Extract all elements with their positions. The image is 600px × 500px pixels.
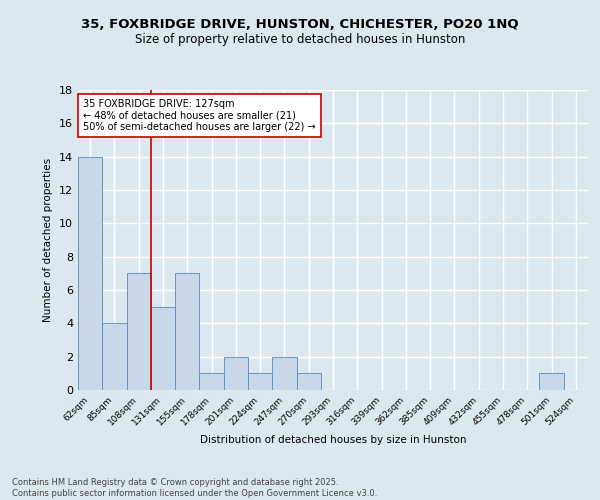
Bar — [199, 374, 224, 390]
Text: 35 FOXBRIDGE DRIVE: 127sqm
← 48% of detached houses are smaller (21)
50% of semi: 35 FOXBRIDGE DRIVE: 127sqm ← 48% of deta… — [83, 99, 316, 132]
Text: Size of property relative to detached houses in Hunston: Size of property relative to detached ho… — [135, 32, 465, 46]
Bar — [175, 274, 199, 390]
Text: 35, FOXBRIDGE DRIVE, HUNSTON, CHICHESTER, PO20 1NQ: 35, FOXBRIDGE DRIVE, HUNSTON, CHICHESTER… — [81, 18, 519, 30]
Bar — [78, 156, 102, 390]
Text: Contains HM Land Registry data © Crown copyright and database right 2025.
Contai: Contains HM Land Registry data © Crown c… — [12, 478, 377, 498]
Y-axis label: Number of detached properties: Number of detached properties — [43, 158, 53, 322]
X-axis label: Distribution of detached houses by size in Hunston: Distribution of detached houses by size … — [200, 436, 466, 446]
Bar — [272, 356, 296, 390]
Bar — [539, 374, 564, 390]
Bar — [102, 324, 127, 390]
Bar — [248, 374, 272, 390]
Bar — [151, 306, 175, 390]
Bar — [127, 274, 151, 390]
Bar — [224, 356, 248, 390]
Bar — [296, 374, 321, 390]
